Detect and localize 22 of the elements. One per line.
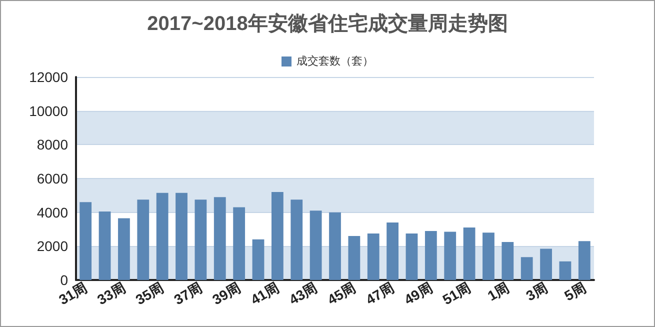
- chart-title: 2017~2018年安徽省住宅成交量周走势图: [147, 12, 508, 35]
- x-tick-label: 35周: [132, 279, 166, 308]
- x-tick-label: 39周: [209, 279, 244, 308]
- x-tick-label: 1周: [484, 279, 512, 304]
- x-tick-label: 43周: [286, 279, 320, 308]
- x-tick-label: 37周: [171, 279, 205, 308]
- x-tick-label: 45周: [324, 279, 358, 308]
- x-tick-label: 41周: [248, 279, 282, 308]
- x-tick-label: 5周: [562, 279, 588, 304]
- x-tick-label: 33周: [94, 279, 128, 308]
- y-tick-label: 8000: [36, 136, 68, 153]
- y-tick-label: 0: [60, 272, 68, 288]
- legend-label: 成交套数（套）: [296, 54, 374, 68]
- y-tick-label: 6000: [36, 170, 68, 186]
- y-tick-label: 4000: [36, 204, 68, 220]
- y-tick-label: 2000: [36, 238, 68, 254]
- x-tick-label: 3周: [523, 279, 550, 304]
- x-tick-label: 51周: [440, 279, 474, 308]
- x-tick-label: 49周: [401, 279, 435, 308]
- y-tick-label: 10000: [29, 102, 68, 119]
- y-tick-label: 12000: [29, 69, 68, 85]
- x-tick-label: 47周: [362, 279, 397, 308]
